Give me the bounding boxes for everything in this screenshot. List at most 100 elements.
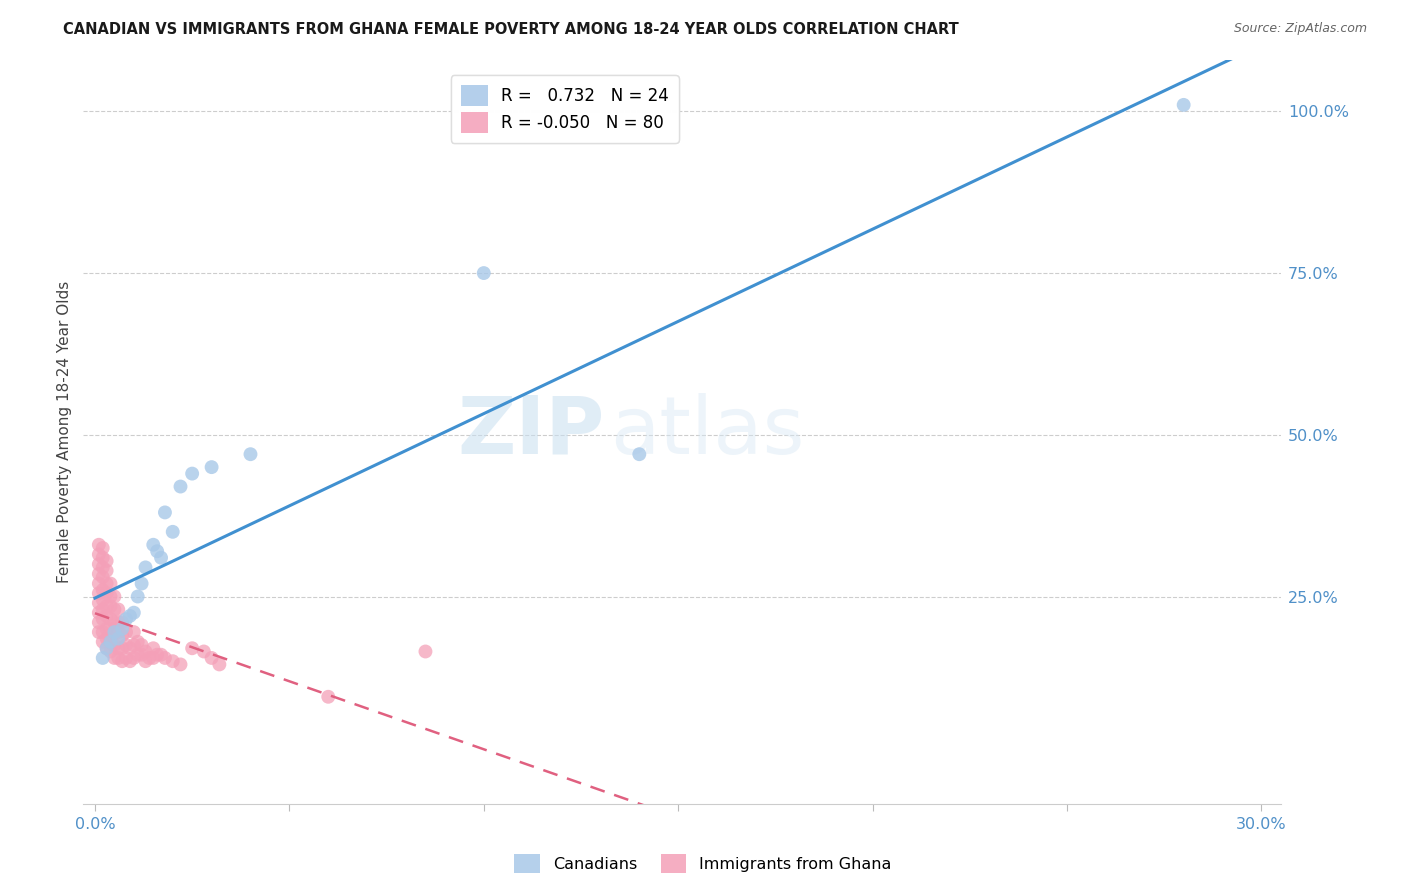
Point bbox=[122, 606, 145, 620]
Point bbox=[96, 576, 118, 591]
Point bbox=[96, 641, 118, 656]
Point bbox=[103, 602, 125, 616]
Point bbox=[118, 608, 141, 623]
Text: ZIP: ZIP bbox=[457, 392, 605, 471]
Y-axis label: Female Poverty Among 18-24 Year Olds: Female Poverty Among 18-24 Year Olds bbox=[58, 280, 72, 582]
Point bbox=[96, 622, 118, 636]
Point bbox=[111, 622, 134, 636]
Point bbox=[111, 615, 134, 630]
Point bbox=[91, 612, 114, 626]
Point bbox=[100, 590, 122, 604]
Point bbox=[100, 634, 122, 648]
Point bbox=[122, 625, 145, 640]
Point bbox=[415, 644, 437, 658]
Point bbox=[115, 612, 138, 626]
Point bbox=[169, 479, 191, 493]
Point bbox=[208, 657, 231, 672]
Point bbox=[91, 541, 114, 555]
Point bbox=[122, 638, 145, 652]
Point bbox=[87, 586, 110, 600]
Point bbox=[96, 599, 118, 614]
Point bbox=[103, 615, 125, 630]
Point bbox=[138, 651, 160, 665]
Point bbox=[100, 599, 122, 614]
Point bbox=[146, 648, 169, 662]
Point bbox=[122, 651, 145, 665]
Point bbox=[96, 564, 118, 578]
Point bbox=[107, 602, 129, 616]
Point bbox=[91, 602, 114, 616]
Point bbox=[87, 606, 110, 620]
Point bbox=[107, 632, 129, 646]
Point bbox=[91, 550, 114, 565]
Point bbox=[91, 625, 114, 640]
Point bbox=[146, 544, 169, 558]
Point bbox=[100, 634, 122, 648]
Point bbox=[96, 586, 118, 600]
Point bbox=[131, 648, 153, 662]
Point bbox=[96, 632, 118, 646]
Legend: Canadians, Immigrants from Ghana: Canadians, Immigrants from Ghana bbox=[508, 847, 898, 880]
Point bbox=[107, 615, 129, 630]
Point bbox=[111, 628, 134, 642]
Point bbox=[131, 576, 153, 591]
Point bbox=[91, 651, 114, 665]
Point bbox=[169, 657, 191, 672]
Point bbox=[87, 596, 110, 610]
Point bbox=[181, 467, 204, 481]
Point bbox=[87, 576, 110, 591]
Point bbox=[1173, 98, 1195, 112]
Point bbox=[107, 651, 129, 665]
Point bbox=[96, 554, 118, 568]
Point bbox=[87, 625, 110, 640]
Point bbox=[181, 641, 204, 656]
Point bbox=[87, 557, 110, 571]
Point bbox=[131, 638, 153, 652]
Point bbox=[107, 641, 129, 656]
Point bbox=[103, 651, 125, 665]
Point bbox=[91, 634, 114, 648]
Point bbox=[201, 460, 224, 475]
Point bbox=[100, 576, 122, 591]
Point bbox=[111, 641, 134, 656]
Point bbox=[142, 641, 165, 656]
Point bbox=[103, 625, 125, 640]
Point bbox=[103, 590, 125, 604]
Point bbox=[142, 538, 165, 552]
Point bbox=[134, 644, 156, 658]
Point bbox=[96, 608, 118, 623]
Point bbox=[628, 447, 651, 461]
Point bbox=[316, 690, 339, 704]
Point bbox=[150, 648, 173, 662]
Point bbox=[127, 648, 149, 662]
Point bbox=[142, 651, 165, 665]
Point bbox=[115, 625, 138, 640]
Point bbox=[153, 651, 176, 665]
Point bbox=[100, 622, 122, 636]
Point bbox=[162, 524, 184, 539]
Point bbox=[239, 447, 262, 461]
Point bbox=[87, 566, 110, 581]
Text: CANADIAN VS IMMIGRANTS FROM GHANA FEMALE POVERTY AMONG 18-24 YEAR OLDS CORRELATI: CANADIAN VS IMMIGRANTS FROM GHANA FEMALE… bbox=[63, 22, 959, 37]
Point bbox=[134, 654, 156, 668]
Point bbox=[103, 625, 125, 640]
Point bbox=[100, 644, 122, 658]
Point bbox=[87, 538, 110, 552]
Point bbox=[87, 548, 110, 562]
Point bbox=[115, 651, 138, 665]
Point bbox=[127, 634, 149, 648]
Point bbox=[111, 654, 134, 668]
Text: Source: ZipAtlas.com: Source: ZipAtlas.com bbox=[1233, 22, 1367, 36]
Point bbox=[472, 266, 495, 280]
Point bbox=[134, 560, 156, 574]
Point bbox=[150, 550, 173, 565]
Point bbox=[107, 625, 129, 640]
Point bbox=[118, 654, 141, 668]
Point bbox=[91, 570, 114, 584]
Point bbox=[100, 612, 122, 626]
Point bbox=[153, 505, 176, 519]
Legend: R =   0.732   N = 24, R = -0.050   N = 80: R = 0.732 N = 24, R = -0.050 N = 80 bbox=[451, 75, 679, 143]
Point bbox=[127, 590, 149, 604]
Text: atlas: atlas bbox=[610, 392, 804, 471]
Point bbox=[162, 654, 184, 668]
